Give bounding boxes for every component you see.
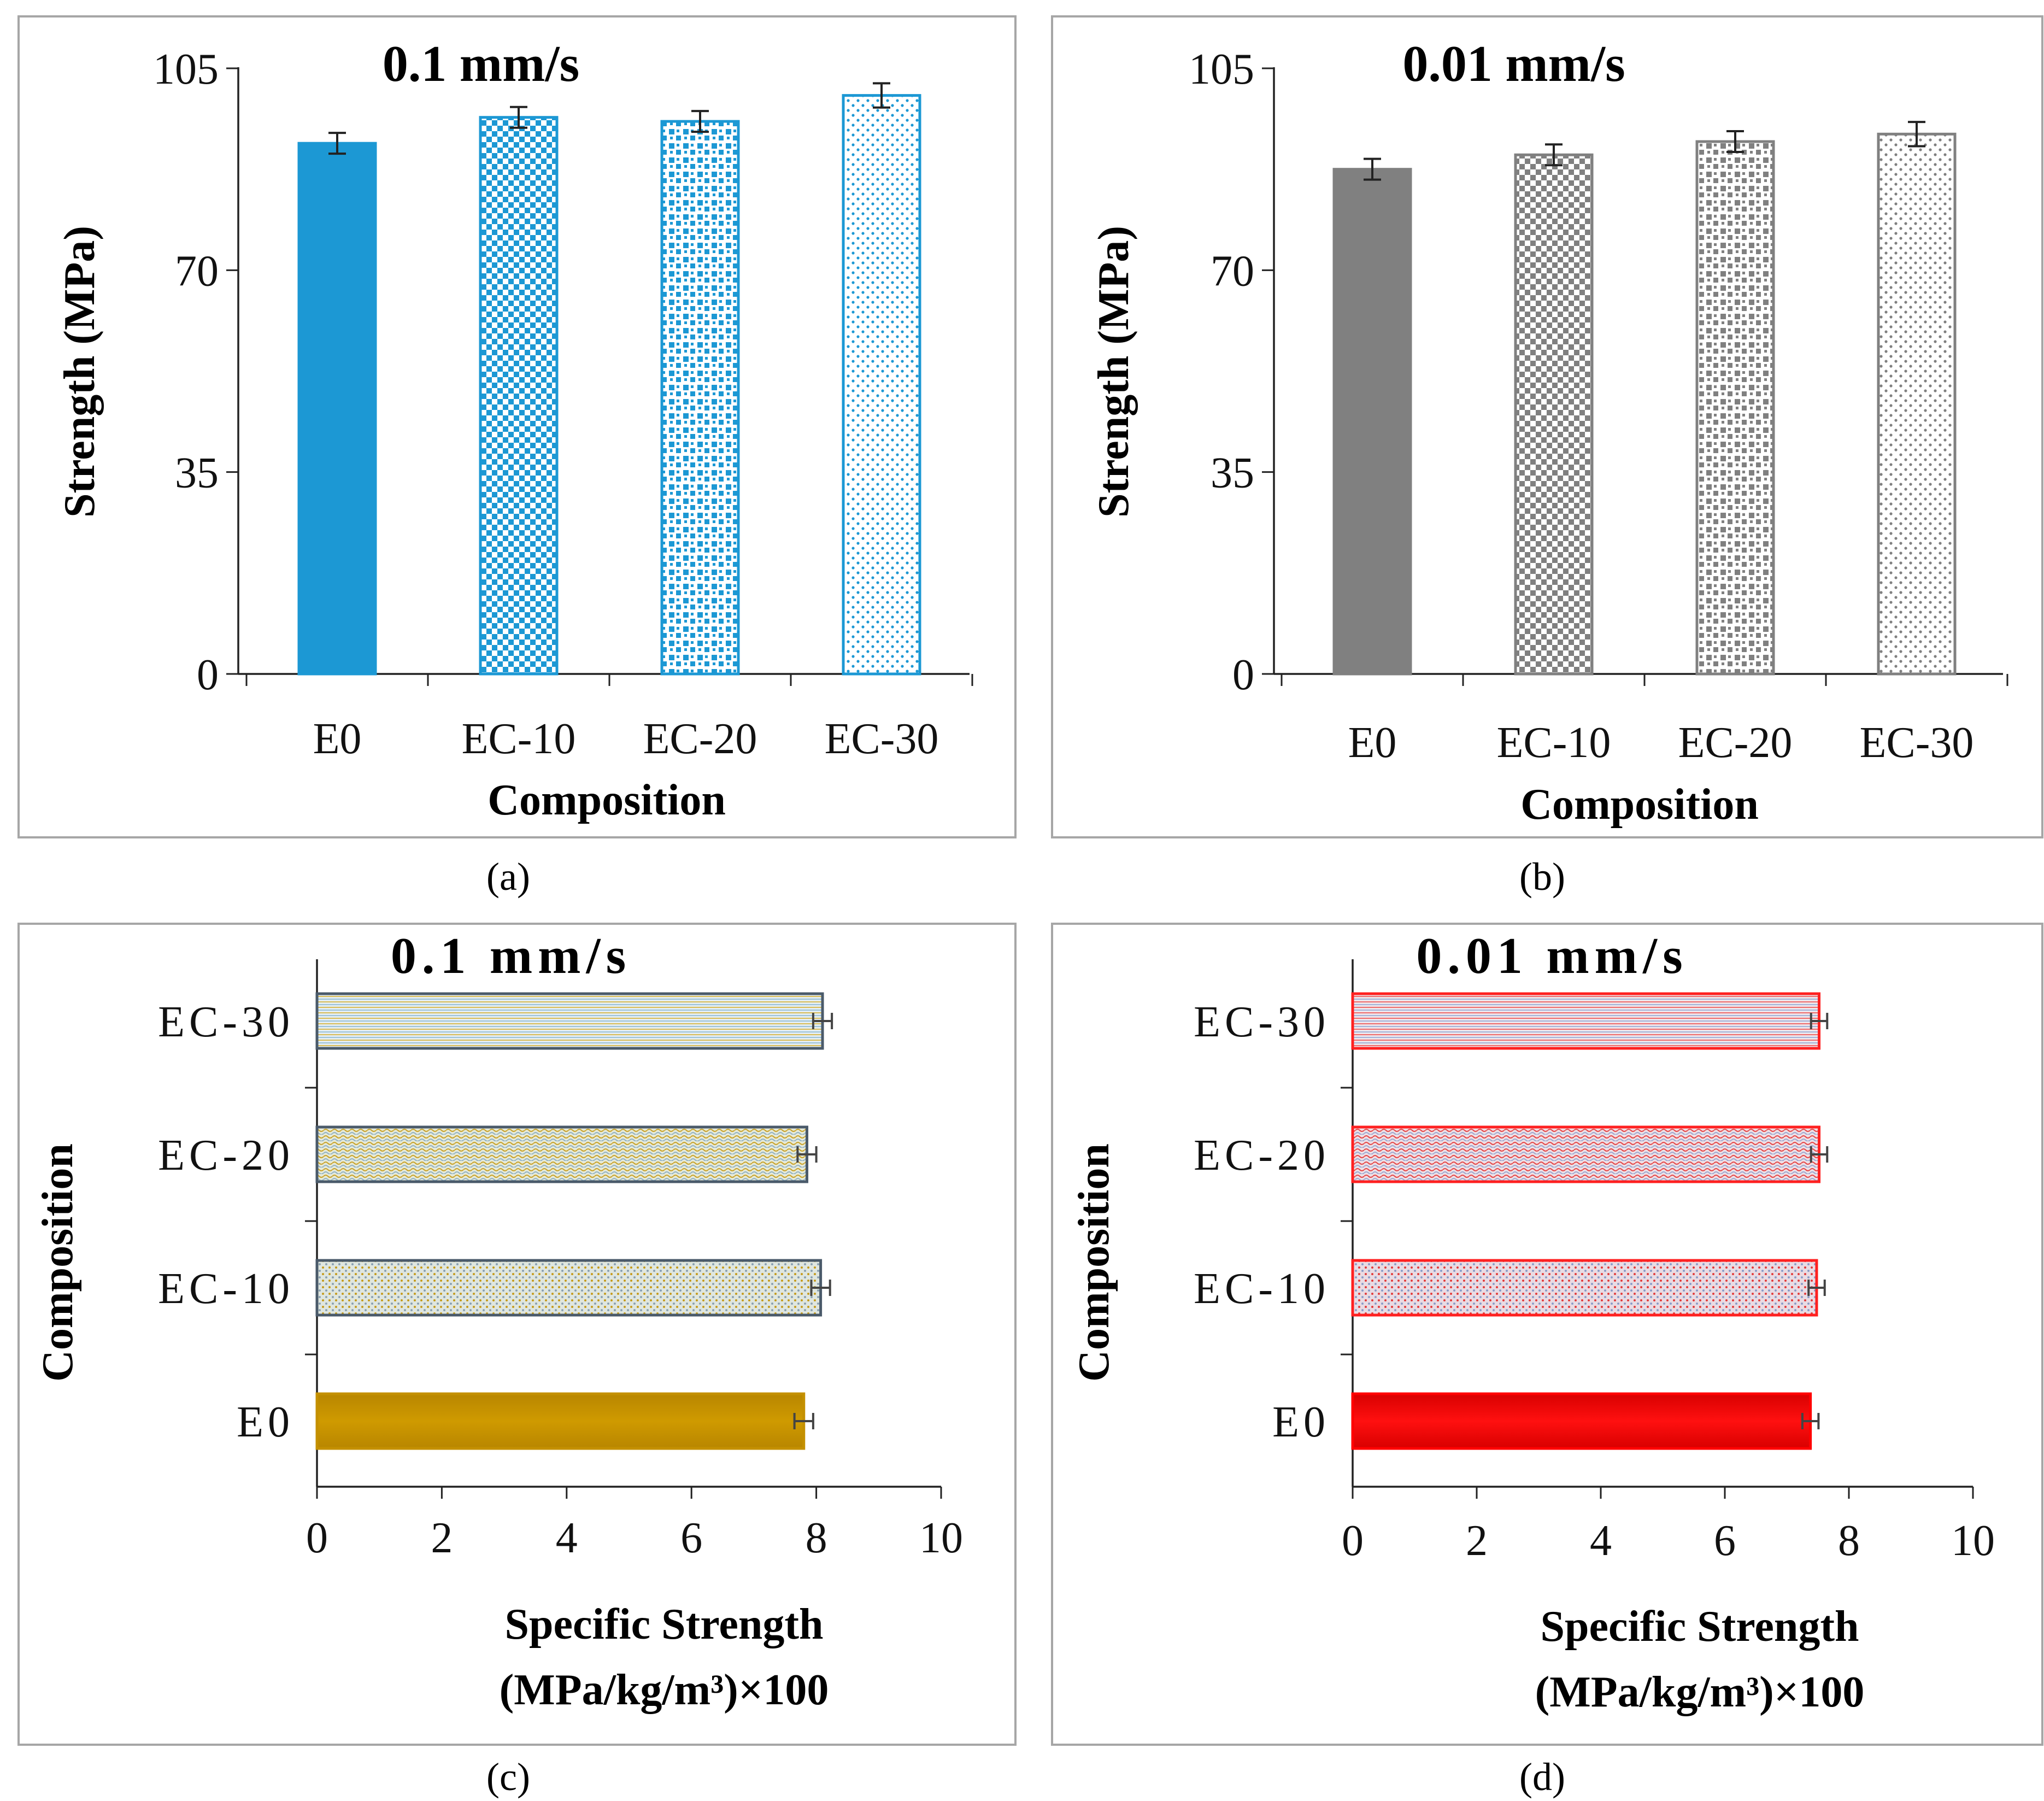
panel-d-caption: (d) [1519,1755,1565,1799]
chart-a-bar-ec-30 [842,94,921,676]
chart-b-ylabel: Strength (MPa) [1090,226,1138,518]
chart-d-errorbar-ec-10 [1807,1280,1826,1296]
chart-b-bar-ec-20 [1695,140,1775,676]
chart-b-bar-ec-30 [1877,132,1957,676]
chart-c-xtick-label-3: 6 [680,1514,702,1562]
chart-b-errorbar-e0 [1364,157,1381,181]
chart-d-xtick-label-4: 8 [1838,1517,1860,1565]
chart-c-errorbar-e0 [793,1413,814,1429]
chart-b-xtick-label-ec-30: EC-30 [1860,719,1974,767]
chart-a-xtick-label-ec-20: EC-20 [643,715,757,763]
chart-c-ylabel: Composition [34,1143,82,1382]
panel-d-frame [1051,923,2043,1746]
chart-b-xtick-label-ec-10: EC-10 [1497,719,1611,767]
chart-d-xtick-label-3: 6 [1714,1517,1736,1565]
chart-a-xlabel: Composition [487,776,726,824]
chart-d-xtick-label-2: 4 [1590,1517,1612,1565]
chart-c-ytick-label-ec-30: EC-30 [158,998,294,1046]
chart-a-ytick-label-3: 105 [153,45,219,93]
chart-a-title: 0.1 mm/s [383,36,579,92]
chart-b-xtick-label-e0: E0 [1348,719,1397,767]
chart-b-xlabel: Composition [1520,781,1759,829]
chart-c-ytick-label-ec-10: EC-10 [158,1265,294,1313]
chart-a-xtick-label-ec-10: EC-10 [462,715,576,763]
chart-c-bar-ec-30 [315,992,824,1050]
chart-d-bar-e0 [1351,1392,1812,1450]
chart-c-errorbar-ec-10 [810,1280,831,1296]
chart-b-ytick-label-1: 35 [1211,449,1254,497]
chart-c-xlabel-line2: (MPa/kg/m³)×100 [500,1666,829,1714]
chart-d-errorbar-e0 [1801,1413,1820,1429]
panel-b-caption: (b) [1519,855,1565,899]
chart-d-title: 0.01 mm/s [1416,928,1688,984]
chart-d-xlabel-line2: (MPa/kg/m³)×100 [1535,1668,1865,1716]
chart-d-xtick-label-5: 10 [1951,1517,1995,1565]
chart-a-ylabel: Strength (MPa) [56,226,104,518]
chart-d-bar-ec-30 [1351,992,1821,1050]
chart-d-errorbar-ec-30 [1810,1013,1829,1029]
chart-d-bar-ec-10 [1351,1259,1818,1317]
chart-d-bar-ec-20 [1351,1125,1821,1183]
chart-d: 0.01 mm/s Specific Strength (MPa/kg/m³)×… [1070,928,1995,1716]
chart-b-bar-e0 [1332,168,1412,676]
chart-b-ytick-label-0: 0 [1232,651,1254,699]
chart-a: 0.1 mm/s Composition Strength (MPa) 0 35 7… [56,36,973,824]
panel-c-frame [17,923,1017,1746]
chart-b-bar-ec-10 [1514,153,1594,676]
chart-d-xlabel-line1: Specific Strength [1541,1603,1859,1651]
panel-a-caption: (a) [486,855,530,899]
chart-b-ytick-label-2: 70 [1211,247,1254,295]
chart-c-xlabel-line1: Specific Strength [505,1600,824,1649]
chart-b: 0.01 mm/s Composition Strength (MPa) 0 35… [1090,36,2008,829]
chart-c-errorbar-ec-30 [812,1013,833,1029]
chart-a-errorbar-e0 [328,132,346,155]
chart-c-ytick-label-ec-20: EC-20 [158,1131,294,1180]
chart-a-errorbar-ec-30 [873,82,890,109]
chart-c-errorbar-ec-20 [796,1146,818,1163]
chart-a-bar-ec-10 [479,116,559,676]
chart-a-bar-e0 [297,142,377,676]
chart-c-ytick-label-e0: E0 [237,1398,294,1446]
chart-a-ytick-label-2: 70 [175,247,219,295]
chart-b-xtick-label-ec-20: EC-20 [1678,719,1793,767]
chart-b-errorbar-ec-20 [1726,130,1744,154]
chart-c: 0.1 mm/s Specific Strength (MPa/kg/m³)×1… [34,928,963,1714]
chart-c-xtick-label-2: 4 [556,1514,578,1562]
chart-c-bar-ec-20 [315,1125,808,1183]
panel-c-caption: (c) [486,1755,530,1799]
chart-d-ytick-label-ec-20: EC-20 [1194,1131,1330,1180]
chart-a-errorbar-ec-20 [691,110,709,133]
chart-d-xtick-label-1: 2 [1466,1517,1488,1565]
chart-b-errorbar-ec-10 [1545,143,1563,167]
chart-d-xtick-label-0: 0 [1342,1517,1364,1565]
chart-c-xtick-label-1: 2 [431,1514,453,1562]
chart-a-ytick-label-0: 0 [197,651,219,699]
chart-c-xtick-label-0: 0 [306,1514,328,1562]
chart-b-title: 0.01 mm/s [1402,36,1625,92]
chart-c-xtick-label-5: 10 [919,1514,963,1562]
chart-b-errorbar-ec-30 [1908,121,1925,148]
chart-a-ytick-label-1: 35 [175,449,219,497]
chart-a-errorbar-ec-10 [510,105,527,129]
chart-c-xtick-label-4: 8 [806,1514,827,1562]
chart-c-bar-e0 [315,1392,806,1450]
chart-a-bar-ec-20 [660,120,740,676]
chart-c-bar-ec-10 [315,1259,823,1317]
chart-d-errorbar-ec-20 [1810,1146,1829,1163]
chart-a-xtick-label-e0: E0 [313,715,362,763]
chart-d-ytick-label-e0: E0 [1272,1398,1330,1446]
chart-c-title: 0.1 mm/s [391,928,631,984]
chart-b-ytick-label-3: 105 [1189,45,1254,93]
chart-d-ytick-label-ec-30: EC-30 [1194,998,1330,1046]
chart-a-xtick-label-ec-30: EC-30 [825,715,939,763]
chart-d-ylabel: Composition [1070,1143,1118,1382]
chart-d-ytick-label-ec-10: EC-10 [1194,1265,1330,1313]
